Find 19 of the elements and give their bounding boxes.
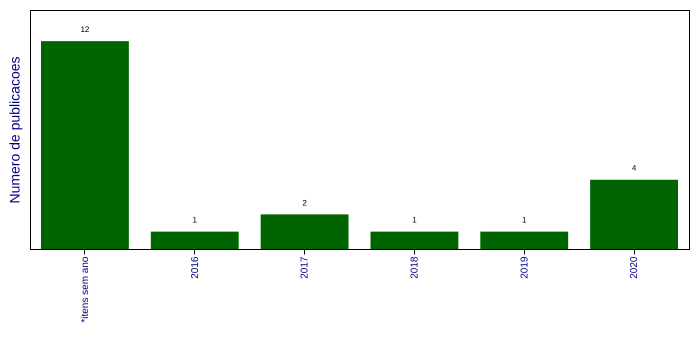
bar [590, 180, 678, 249]
x-tick-label: *itens sem ano [80, 256, 91, 323]
data-label: 4 [632, 164, 637, 173]
data-label: 2 [302, 198, 308, 208]
data-label: 12 [80, 25, 90, 34]
x-tick-label: 2020 [629, 256, 640, 279]
y-axis-title: Numero de publicacoes [6, 56, 22, 204]
x-tick-label: 2018 [409, 256, 420, 279]
bar [480, 232, 568, 249]
x-tick-label: 2017 [300, 256, 311, 279]
data-label: 1 [192, 216, 198, 225]
x-tick-label: 2016 [190, 256, 201, 279]
data-label: 1 [522, 216, 528, 225]
bar [370, 232, 458, 249]
bar [150, 232, 239, 249]
x-tick-label: 2019 [519, 256, 530, 279]
bar [40, 41, 129, 249]
bar [260, 214, 349, 249]
data-label: 1 [412, 216, 418, 225]
